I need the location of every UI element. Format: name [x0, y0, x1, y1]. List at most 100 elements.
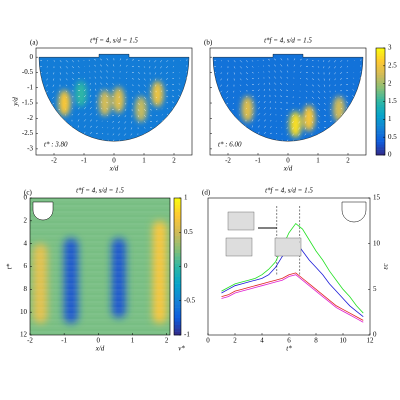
colorbar-tick-label: -1	[184, 331, 190, 339]
vector	[99, 70, 103, 73]
vector	[185, 65, 188, 67]
vector	[183, 132, 187, 134]
vector	[172, 66, 175, 68]
vector	[40, 102, 43, 106]
vector	[257, 138, 260, 140]
vector	[137, 139, 139, 141]
vector	[57, 126, 61, 128]
colorbar-cell	[174, 249, 181, 254]
vector	[83, 125, 86, 128]
colorbar-cell	[376, 64, 385, 68]
vector	[89, 125, 93, 128]
vector	[297, 133, 301, 136]
vector	[214, 96, 217, 99]
vector	[352, 95, 355, 98]
colorbar-cell	[376, 96, 385, 100]
vector	[251, 119, 254, 122]
vector	[257, 107, 261, 110]
vector	[317, 108, 321, 112]
colorbar-cell	[376, 125, 385, 129]
colorbar-cell	[174, 328, 181, 332]
vector	[137, 84, 141, 87]
vector	[46, 115, 49, 118]
colorbar-cell	[174, 201, 181, 206]
x-tick-label: -2	[225, 157, 231, 165]
vector	[165, 72, 169, 74]
vector	[149, 96, 152, 99]
vector	[268, 76, 271, 79]
vector	[161, 131, 164, 134]
vector	[220, 115, 223, 118]
vector	[257, 83, 260, 85]
vector	[125, 102, 127, 105]
vector	[77, 72, 80, 74]
vector	[171, 95, 175, 98]
vector	[292, 102, 295, 104]
colorbar-cell	[174, 317, 181, 322]
vector	[347, 131, 349, 134]
vector	[159, 66, 163, 69]
vector	[231, 138, 235, 140]
vector	[213, 84, 217, 87]
vector	[124, 127, 127, 130]
vector	[305, 96, 308, 99]
vector	[305, 84, 308, 86]
vector	[166, 107, 169, 110]
vector	[263, 94, 266, 98]
vector	[94, 76, 97, 79]
vector	[83, 107, 87, 110]
vector	[352, 131, 355, 134]
colorbar-cell	[174, 218, 181, 223]
vector	[117, 121, 121, 124]
x-tick-label: -2	[27, 337, 33, 345]
vector	[358, 107, 361, 110]
vector	[58, 102, 61, 105]
peak	[99, 90, 111, 117]
x-tick-label: 8	[314, 337, 318, 345]
vector	[333, 60, 337, 63]
vector	[177, 100, 181, 104]
vector	[219, 102, 223, 106]
vector	[286, 76, 289, 79]
vector	[334, 78, 337, 81]
vector	[100, 95, 103, 98]
vector	[351, 125, 355, 128]
colorbar-cell	[174, 259, 181, 264]
vector	[279, 76, 283, 79]
x-axis-label: x/d	[283, 165, 293, 173]
peak	[333, 96, 345, 123]
vector	[232, 96, 235, 99]
band	[111, 237, 126, 318]
colorbar-cell	[376, 117, 385, 121]
vector	[263, 88, 265, 91]
x-tick-label: 1	[316, 157, 320, 165]
vector	[329, 102, 332, 105]
vector	[63, 137, 67, 140]
vector	[45, 102, 49, 106]
colorbar-cell	[376, 69, 385, 73]
vector	[77, 107, 80, 110]
x-tick-label: -2	[51, 157, 57, 165]
band	[33, 243, 48, 324]
vector	[329, 78, 331, 81]
vector	[251, 90, 255, 92]
colorbar-cell	[174, 321, 181, 326]
vector	[220, 78, 223, 81]
vector	[143, 96, 147, 100]
vector	[89, 119, 93, 122]
vector	[89, 138, 92, 140]
x-tick-label: 12	[367, 337, 375, 345]
colorbar-cell	[376, 104, 385, 108]
vector	[143, 108, 147, 112]
colorbar-tick-label: 1	[184, 194, 188, 202]
vector	[340, 60, 343, 63]
vector	[334, 84, 337, 87]
vector	[173, 60, 175, 62]
colorbar-tick-label: -0.5	[184, 296, 196, 304]
vector	[273, 70, 277, 73]
vector	[238, 126, 241, 128]
annotation: t* : 6.00	[218, 141, 242, 149]
vector	[46, 78, 49, 81]
vector	[317, 121, 320, 123]
vector	[89, 132, 93, 134]
